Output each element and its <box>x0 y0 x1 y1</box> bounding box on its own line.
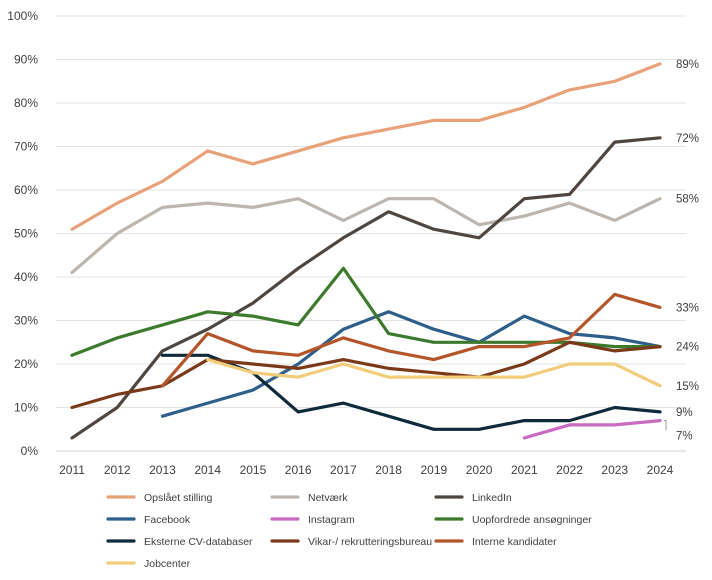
x-tick-label: 2017 <box>330 463 357 477</box>
x-tick-label: 2022 <box>556 463 583 477</box>
legend-item-opslået-stilling: Opslået stilling <box>106 492 212 504</box>
end-labels: 89% 58% 72% 24% 7% 9% 33% 15% <box>664 59 699 443</box>
legend-item-netværk: Netværk <box>270 492 348 504</box>
end-label: 24% <box>676 342 699 354</box>
x-tick-label: 2011 <box>59 463 85 477</box>
end-label: 33% <box>676 302 699 314</box>
series-line-netværk <box>70 197 662 275</box>
end-label: 72% <box>676 133 699 145</box>
series-line-uopfordrede-ansøgninger <box>70 266 662 357</box>
series-line-instagram <box>522 419 662 440</box>
series-line-eksterne-cv-databaser <box>160 353 662 431</box>
series-line-jobcenter <box>206 358 662 388</box>
y-tick-label: 80% <box>14 96 38 110</box>
end-label: 89% <box>676 59 699 71</box>
series-lines <box>70 62 662 440</box>
series-line-opslået-stilling <box>70 62 662 231</box>
legend-item-facebook: Facebook <box>106 514 191 526</box>
series-line-facebook <box>160 310 662 418</box>
instagram-label-leader <box>664 420 667 431</box>
x-tick-label: 2016 <box>285 463 312 477</box>
y-tick-label: 10% <box>14 401 38 415</box>
legend-item-vikar-rekrutteringsbureau: Vikar-/ rekrutteringsbureau <box>270 536 432 548</box>
series-line-interne-kandidater <box>160 292 662 388</box>
y-tick-label: 90% <box>14 53 38 67</box>
x-tick-label: 2018 <box>375 463 402 477</box>
legend-label: LinkedIn <box>472 492 512 504</box>
legend: Opslået stilling Netværk LinkedIn Facebook I… <box>106 492 592 570</box>
x-axis-ticks: 2011 2012 2013 2014 2015 2016 2017 2018 2019 2020… <box>59 463 674 477</box>
x-tick-label: 2024 <box>647 463 674 477</box>
y-tick-label: 60% <box>14 183 38 197</box>
legend-item-instagram: Instagram <box>270 514 355 526</box>
x-tick-label: 2013 <box>149 463 176 477</box>
y-axis-ticks: 0% 10% 20% 30% 40% 50% 60% 70% 80% 90% 100% <box>7 9 38 458</box>
y-tick-label: 50% <box>14 227 38 241</box>
end-label: 15% <box>676 381 699 393</box>
end-label: 7% <box>676 431 693 443</box>
legend-label: Opslået stilling <box>144 492 212 504</box>
legend-label: Facebook <box>144 514 191 526</box>
gridlines <box>56 15 686 452</box>
legend-label: Netværk <box>308 492 348 504</box>
x-tick-label: 2015 <box>240 463 267 477</box>
legend-item-interne-kandidater: Interne kandidater <box>434 536 557 548</box>
legend-item-uopfordrede-ansøgninger: Uopfordrede ansøgninger <box>434 514 592 526</box>
y-tick-label: 0% <box>21 444 39 458</box>
legend-label: Eksterne CV-databaser <box>144 536 253 548</box>
legend-label: Jobcenter <box>144 558 191 570</box>
end-label: 9% <box>676 407 693 419</box>
y-tick-label: 70% <box>14 140 38 154</box>
legend-item-linkedin: LinkedIn <box>434 492 512 504</box>
series-line-vikar-rekrutteringsbureau <box>70 340 662 410</box>
legend-label: Interne kandidater <box>472 536 557 548</box>
y-tick-label: 100% <box>7 9 38 23</box>
x-tick-label: 2012 <box>104 463 131 477</box>
x-tick-label: 2021 <box>511 463 538 477</box>
x-tick-label: 2023 <box>601 463 628 477</box>
legend-label: Uopfordrede ansøgninger <box>472 514 592 526</box>
series-line-linkedin <box>70 136 662 440</box>
legend-item-eksterne-cv-databaser: Eksterne CV-databaser <box>106 536 253 548</box>
x-tick-label: 2019 <box>420 463 447 477</box>
legend-item-jobcenter: Jobcenter <box>106 558 191 570</box>
y-tick-label: 30% <box>14 314 38 328</box>
y-tick-label: 40% <box>14 270 38 284</box>
legend-label: Instagram <box>308 514 355 526</box>
y-tick-label: 20% <box>14 357 38 371</box>
legend-label: Vikar-/ rekrutteringsbureau <box>308 536 432 548</box>
x-tick-label: 2014 <box>194 463 221 477</box>
end-label: 58% <box>676 194 699 206</box>
x-tick-label: 2020 <box>466 463 493 477</box>
